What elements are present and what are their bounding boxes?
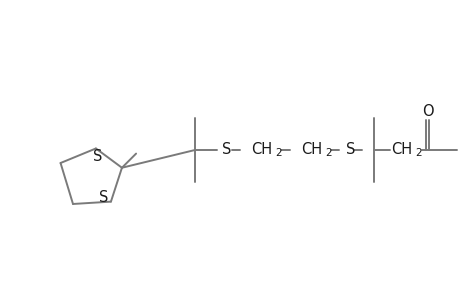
Text: CH: CH — [391, 142, 412, 158]
Text: 2: 2 — [325, 148, 331, 158]
Text: CH: CH — [251, 142, 272, 158]
Text: 2: 2 — [414, 148, 421, 158]
Text: O: O — [421, 103, 432, 118]
Text: 2: 2 — [274, 148, 281, 158]
Text: S: S — [345, 142, 355, 158]
Text: CH: CH — [301, 142, 322, 158]
Text: S: S — [222, 142, 231, 158]
Text: S: S — [93, 149, 102, 164]
Text: S: S — [99, 190, 108, 205]
